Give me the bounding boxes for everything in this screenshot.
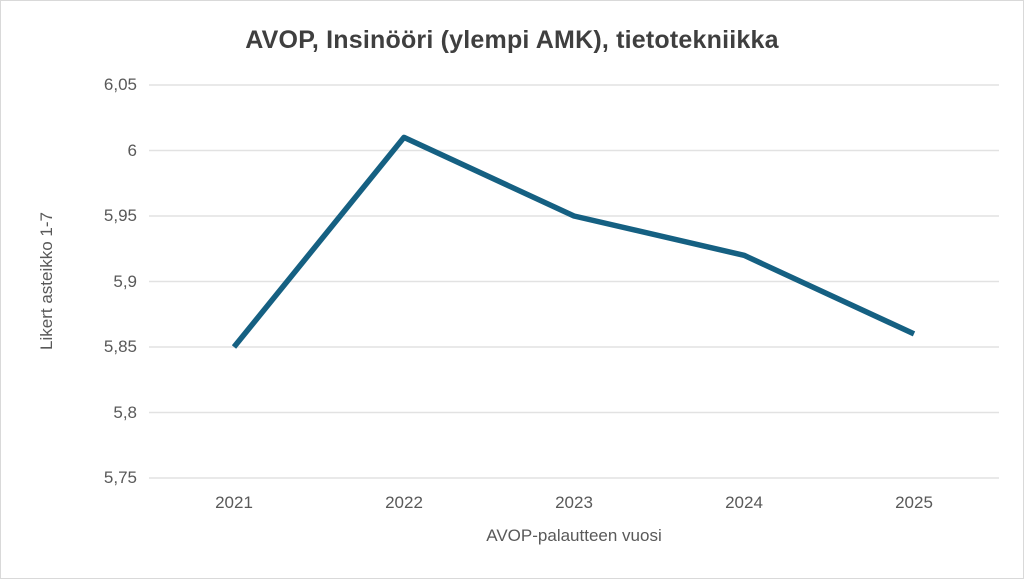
chart-title: AVOP, Insinööri (ylempi AMK), tietotekni… <box>245 26 779 54</box>
y-tick-label: 6 <box>127 140 137 160</box>
y-tick-label: 6,05 <box>103 75 137 94</box>
data-series-line <box>231 134 916 349</box>
x-tick-label: 2024 <box>725 493 763 512</box>
y-tick-label: 5,75 <box>103 468 137 487</box>
x-tick-label: 2023 <box>555 493 593 512</box>
y-tick-label: 5,8 <box>113 402 137 422</box>
x-tick-label: 2022 <box>385 493 423 512</box>
plot-area <box>149 84 999 479</box>
line-chart-svg <box>149 84 999 479</box>
x-axis-title: AVOP-palautteen vuosi <box>486 526 662 545</box>
y-tick-label: 5,95 <box>103 206 137 225</box>
x-tick-label: 2025 <box>895 493 933 512</box>
y-tick-label: 5,9 <box>113 271 137 291</box>
x-tick-label: 2021 <box>215 493 253 512</box>
y-tick-label: 5,85 <box>103 337 137 356</box>
